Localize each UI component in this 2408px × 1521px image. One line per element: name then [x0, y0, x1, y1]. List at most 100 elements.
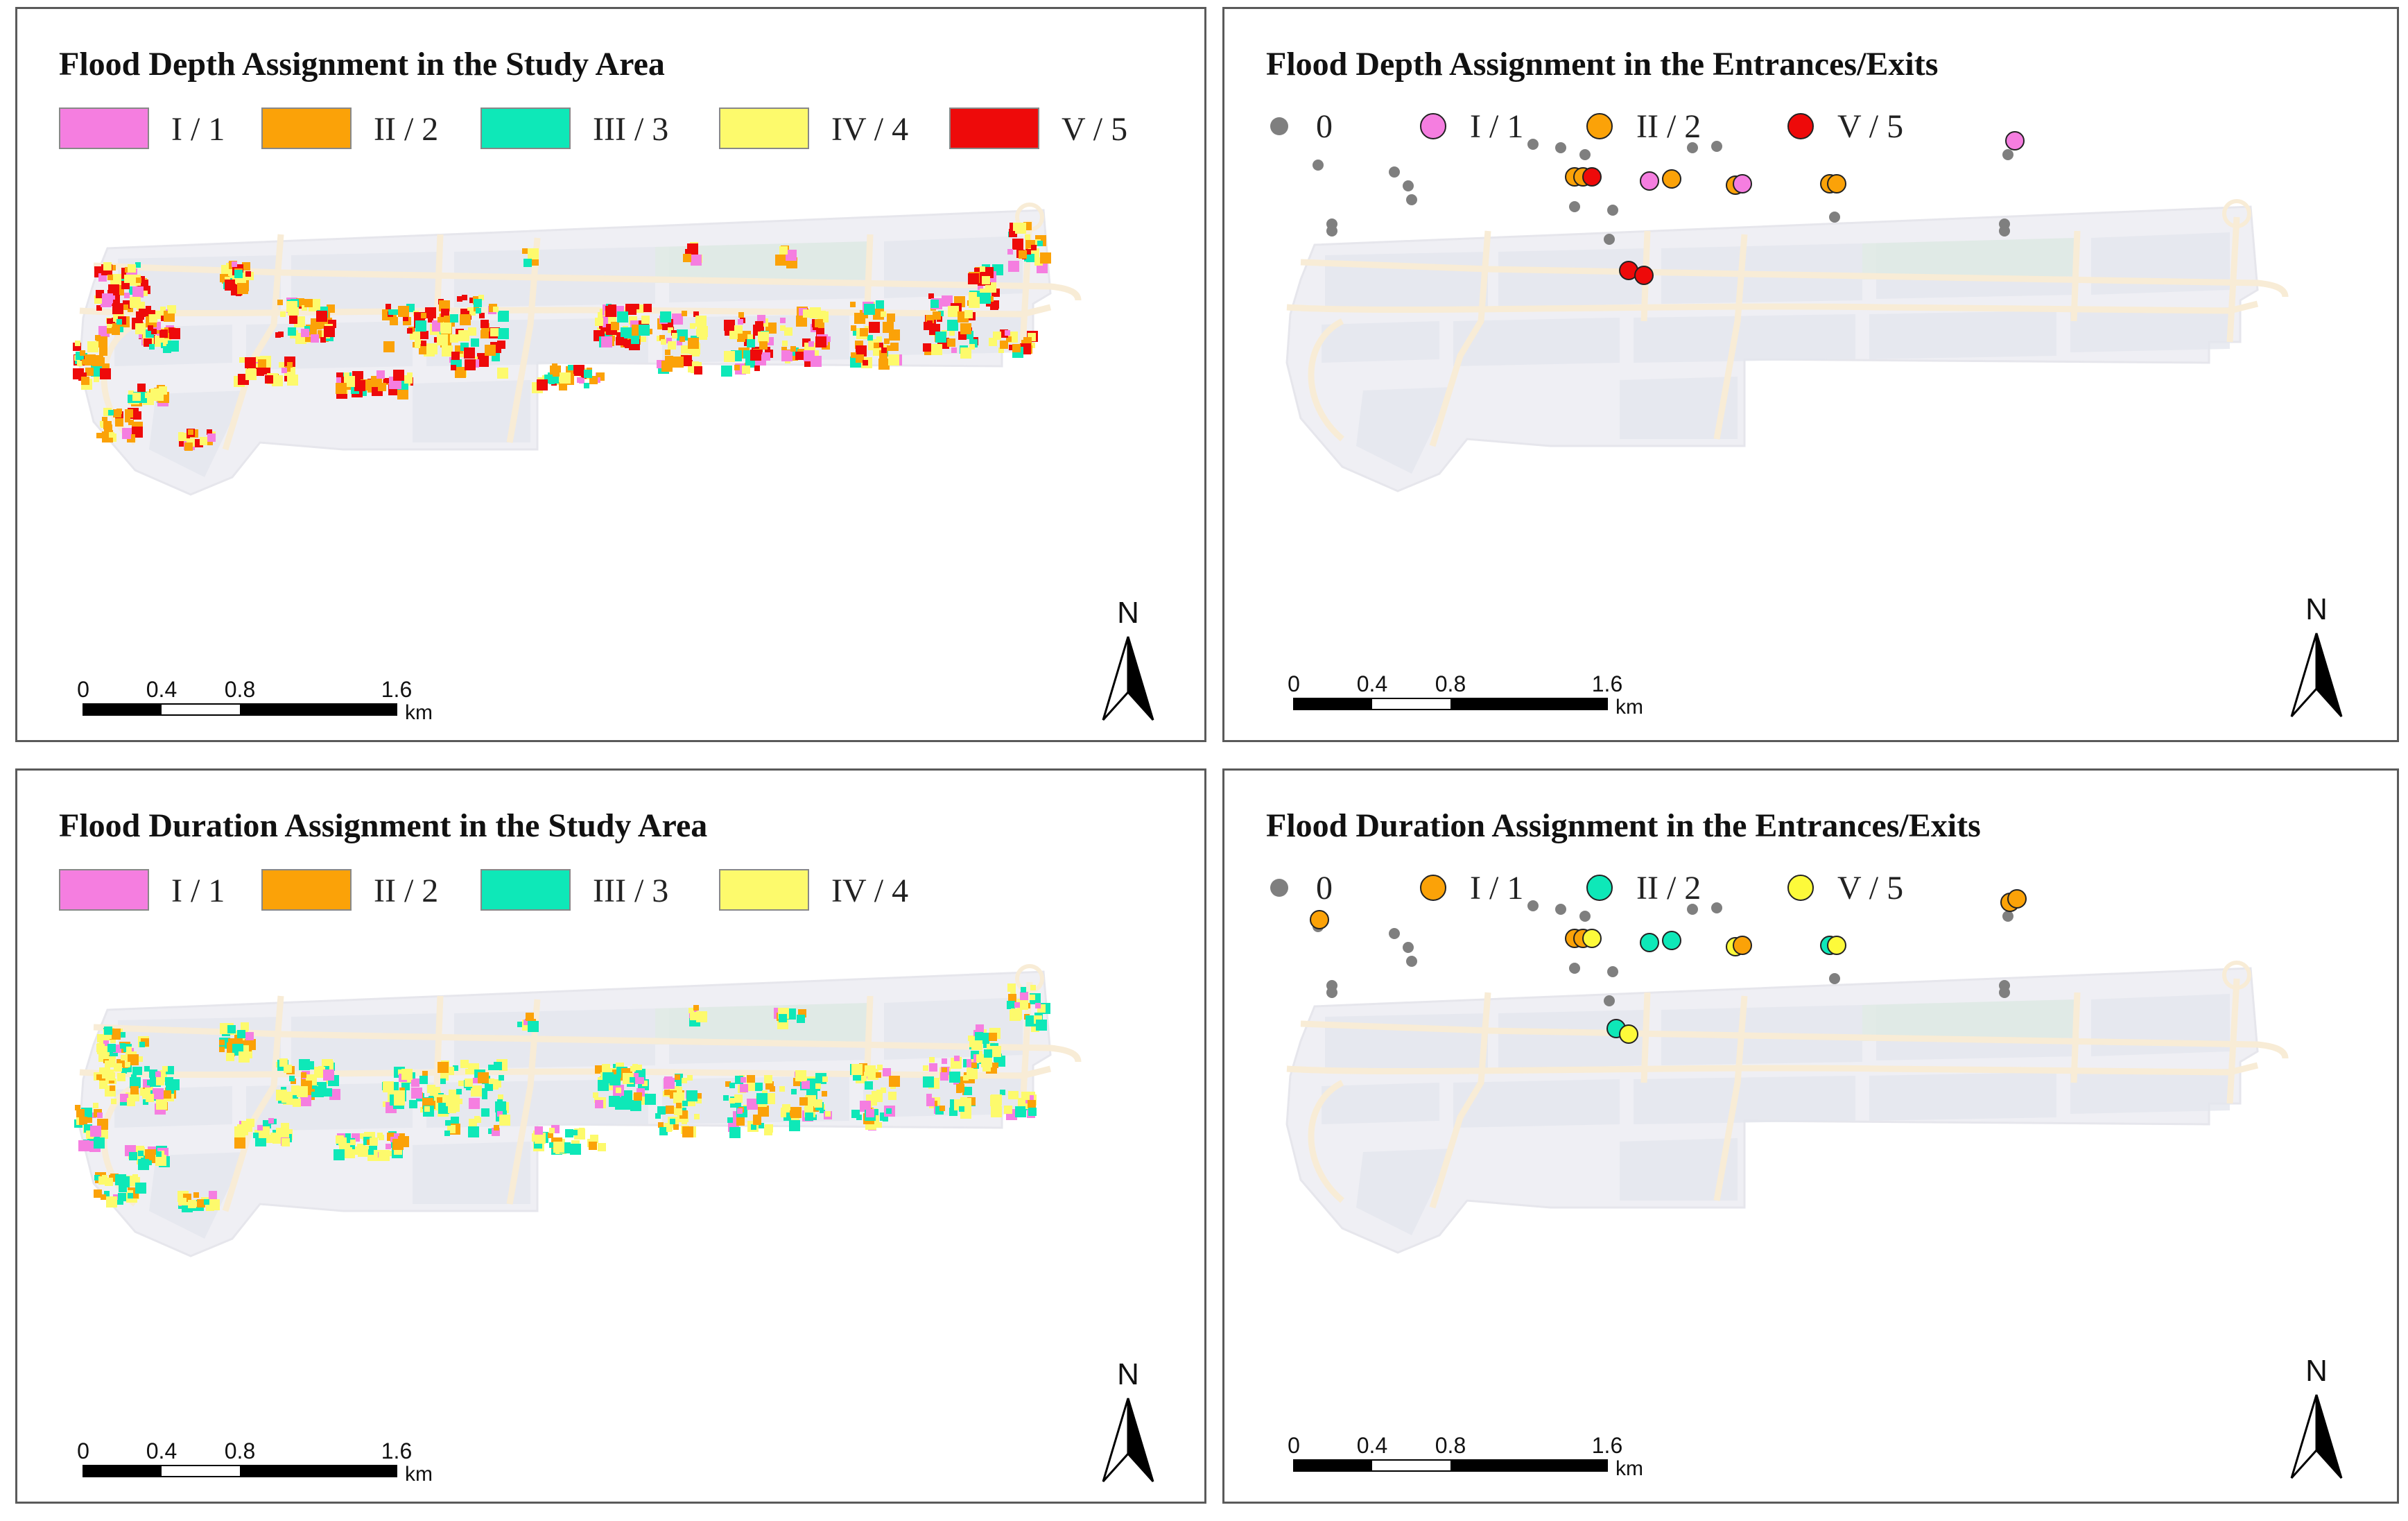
- legend-label: I / 1: [1470, 870, 1524, 906]
- flood-cell: [153, 390, 164, 401]
- road: [1713, 234, 1748, 440]
- flood-cell: [779, 1086, 785, 1092]
- flood-cell: [207, 429, 212, 435]
- flood-cell: [354, 372, 359, 378]
- flood-cell: [797, 1015, 805, 1023]
- flood-cell: [237, 283, 248, 294]
- flood-cell: [887, 345, 892, 351]
- map-block: [1634, 1076, 1855, 1124]
- scale-label: 0.8: [1435, 671, 1466, 696]
- flood-cell: [729, 1098, 735, 1103]
- flood-cell: [736, 1117, 745, 1126]
- flood-cell: [465, 359, 476, 370]
- flood-cell: [693, 1005, 699, 1011]
- flood-cell: [976, 1054, 985, 1063]
- flood-cell: [146, 306, 151, 311]
- flood-cell: [584, 383, 589, 388]
- flood-cell: [135, 323, 146, 334]
- flood-cell: [126, 1047, 132, 1052]
- map-block: [1322, 1083, 1439, 1124]
- flood-cell: [457, 1099, 462, 1104]
- flood-cell: [573, 365, 584, 376]
- entrance-point: [1827, 936, 1846, 955]
- scale-label: 0.4: [146, 677, 177, 702]
- flood-cell: [617, 311, 628, 323]
- legend-swatch: [59, 108, 149, 149]
- flood-cell: [386, 1144, 391, 1149]
- north-label: N: [2305, 592, 2328, 626]
- flood-cell: [245, 1032, 254, 1040]
- north-arrow-right: [2315, 1394, 2343, 1479]
- flood-cell: [969, 297, 980, 308]
- flood-cell: [437, 1097, 442, 1103]
- legend-label: IV / 4: [831, 111, 909, 148]
- scale-unit: km: [405, 1463, 433, 1486]
- entrance-point: [1527, 139, 1539, 150]
- legend-swatch: [949, 108, 1039, 149]
- flood-cell: [969, 344, 975, 350]
- flood-cell: [409, 1100, 417, 1108]
- flood-cell: [795, 352, 804, 360]
- flood-cell: [106, 1196, 117, 1208]
- legend-label: II / 2: [374, 111, 439, 148]
- flood-cell: [474, 299, 482, 307]
- flood-cell: [245, 271, 251, 277]
- flood-cell: [989, 338, 997, 346]
- flood-cell: [304, 299, 313, 307]
- flood-cell: [679, 336, 685, 342]
- flood-cell: [460, 314, 471, 325]
- flood-cell: [863, 360, 868, 366]
- flood-cell: [128, 307, 133, 312]
- flood-cell: [480, 320, 489, 328]
- flood-cell: [815, 319, 823, 327]
- flood-cell: [293, 1095, 298, 1101]
- flood-cell: [435, 1087, 440, 1092]
- flood-cell: [928, 293, 934, 299]
- flood-cell: [125, 409, 133, 418]
- map-block: [1322, 321, 1439, 363]
- flood-cell: [232, 261, 237, 267]
- flood-cell: [968, 273, 979, 284]
- map-block: [2070, 307, 2230, 352]
- map-block: [1356, 387, 1453, 474]
- flood-cell: [1000, 341, 1008, 349]
- flood-cell: [1007, 983, 1016, 992]
- legend-swatch: [59, 869, 149, 911]
- flood-cell: [123, 431, 131, 439]
- flood-cell: [883, 1068, 891, 1076]
- flood-cell: [107, 1044, 116, 1052]
- flood-cell: [881, 311, 886, 317]
- flood-cell: [420, 331, 428, 339]
- flood-cell: [851, 1110, 860, 1118]
- flood-cell: [451, 352, 460, 360]
- road: [2226, 978, 2240, 1104]
- flood-cell: [479, 313, 485, 318]
- flood-cell: [137, 1056, 143, 1062]
- flood-cell: [672, 333, 677, 338]
- flood-cell: [118, 1193, 126, 1201]
- north-label: N: [1117, 596, 1139, 630]
- flood-cell: [181, 1198, 187, 1203]
- flood-cell: [661, 339, 666, 345]
- flood-cell: [469, 298, 475, 303]
- entrance-point: [1607, 966, 1618, 977]
- flood-cell: [923, 343, 931, 352]
- flood-cell: [139, 309, 147, 317]
- flood-cell: [324, 326, 335, 337]
- flood-cell: [990, 302, 998, 310]
- flood-cell: [864, 304, 875, 315]
- entrance-point: [2005, 131, 2025, 151]
- entrance-point: [1406, 956, 1417, 967]
- flood-cell: [1030, 985, 1036, 990]
- flood-cell: [465, 1069, 471, 1074]
- road: [93, 262, 1082, 301]
- flood-cell: [549, 1142, 555, 1148]
- road: [2226, 216, 2240, 343]
- flood-cell: [323, 1069, 334, 1081]
- flood-cell: [751, 1124, 756, 1130]
- flood-cell: [971, 1063, 977, 1068]
- flood-cell: [302, 305, 307, 311]
- flood-cell: [478, 1072, 489, 1083]
- flood-cell: [696, 1011, 707, 1022]
- road: [222, 995, 284, 1212]
